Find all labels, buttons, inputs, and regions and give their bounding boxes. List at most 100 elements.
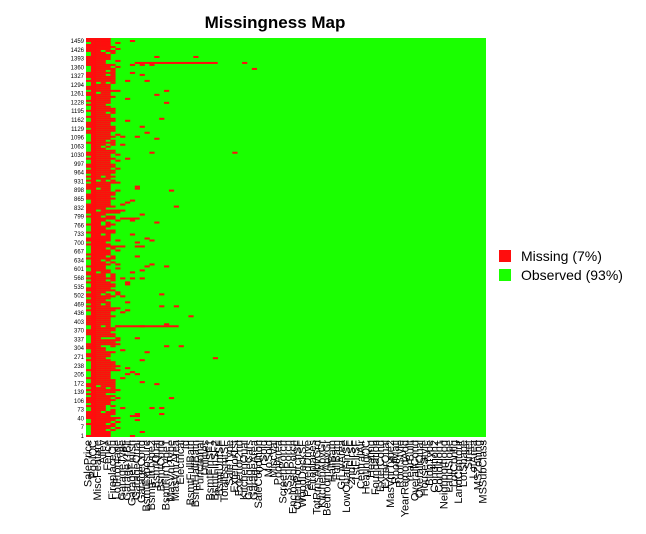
missing-cell-saleprice: [86, 61, 92, 64]
y-tick-label: 172: [74, 381, 85, 387]
x-tick-label: Neighborhood: [439, 440, 451, 509]
missing-cell-lotfrontage: [115, 159, 121, 162]
missing-cell-garagequal: [134, 185, 140, 188]
missing-cell-fence: [105, 259, 111, 262]
missing-cell-fireplacequ: [110, 215, 116, 218]
missing-cell-fireplacequ: [110, 255, 116, 258]
missing-cell-fireplacequ: [110, 109, 116, 112]
y-tick-label: 568: [74, 276, 85, 282]
y-tick-label: 898: [74, 188, 85, 194]
missing-cell-miscfeature: [95, 395, 101, 398]
missing-cell-alley: [100, 93, 106, 96]
missing-cell-fence: [105, 371, 111, 374]
x-tick-label: PavedDrive: [302, 440, 314, 497]
missing-cell-alley: [100, 255, 106, 258]
missing-cell-garagetype: [120, 377, 126, 380]
missing-cell-miscfeature: [95, 171, 101, 174]
missing-cell-alley: [100, 299, 106, 302]
missing-cell-saleprice: [86, 405, 92, 408]
missing-cell-alley: [100, 295, 106, 298]
missing-cell-alley: [100, 73, 106, 76]
missing-cell-bsmtqual: [154, 221, 160, 224]
missing-cell-fence: [105, 365, 111, 368]
missing-cell-garagefinish: [129, 277, 136, 280]
missing-cell-saleprice: [86, 389, 92, 392]
missing-cell-alley: [100, 317, 106, 320]
y-tick-label: 337: [74, 337, 85, 343]
missing-cell-alley: [100, 85, 106, 88]
missing-cell-miscfeature: [95, 341, 101, 344]
missing-cell-alley: [100, 41, 106, 44]
missing-cell-miscfeature: [95, 277, 101, 280]
y-tick-label: 1162: [71, 118, 85, 124]
missing-cell-garagefinish: [129, 415, 136, 418]
missing-cell-alley: [100, 187, 106, 190]
missing-cell-miscfeature: [95, 183, 101, 186]
missing-cell-garagequal: [134, 241, 140, 244]
missing-cell-fireplacequ: [110, 419, 116, 422]
missing-cell-bsmtexposure: [144, 351, 150, 354]
missing-cell-fence: [105, 45, 111, 48]
missing-cell-alley: [100, 129, 106, 132]
missing-cell-miscfeature: [95, 301, 101, 304]
missing-cell-saleprice: [86, 103, 92, 106]
missing-cell-fence: [105, 377, 111, 380]
missing-cell-fence: [105, 295, 111, 298]
missing-cell-fence: [105, 55, 111, 58]
missing-cell-fence: [105, 359, 111, 362]
missing-cell-bsmtexposure: [144, 237, 150, 240]
missing-cell-alley: [100, 39, 106, 42]
missing-cell-alley: [100, 393, 106, 396]
missing-cell-alley: [100, 381, 106, 384]
missing-cell-alley: [100, 193, 106, 196]
missing-cell-alley: [100, 231, 106, 234]
missing-cell-alley: [100, 159, 106, 162]
missing-cell-miscfeature: [95, 299, 101, 302]
missing-cell-fence: [105, 185, 111, 188]
missing-cell-fence: [105, 85, 111, 88]
missing-cell-fireplacequ: [110, 307, 116, 310]
missing-cell-lotfrontage: [115, 369, 121, 372]
missing-cell-fireplacequ: [110, 413, 116, 416]
x-tick-label: Functional: [195, 440, 207, 491]
missing-cell-garagecond: [139, 125, 145, 128]
missing-cell-bsmtfintype2: [149, 151, 155, 154]
missing-cell-miscfeature: [95, 357, 101, 360]
missing-cell-alley: [100, 429, 106, 432]
missing-cell-miscfeature: [95, 241, 101, 244]
missing-cell-alley: [100, 311, 106, 314]
missing-cell-fence: [105, 75, 111, 78]
missing-cell-alley: [100, 379, 106, 382]
missing-cell-alley: [100, 229, 106, 232]
missing-cell-fireplacequ: [110, 77, 116, 80]
x-tick-label: Heating: [365, 440, 377, 478]
y-tick-label: 1030: [71, 153, 85, 159]
missing-cell-miscfeature: [95, 343, 101, 346]
missing-cell-miscfeature: [95, 251, 101, 254]
missing-cell-miscfeature: [95, 149, 101, 152]
missing-cell-fireplacequ: [110, 205, 116, 208]
missing-cell-alley: [100, 133, 106, 136]
missing-cell-miscfeature: [95, 397, 101, 400]
y-tick-label: 700: [74, 241, 85, 247]
x-tick-label: PoolQC: [87, 440, 99, 479]
missing-cell-alley: [100, 125, 106, 128]
missing-cell-miscfeature: [95, 423, 101, 426]
missing-cell-alley: [100, 359, 106, 362]
missing-cell-fence: [105, 223, 111, 226]
missing-cell-fence: [105, 101, 111, 104]
missing-cell-fireplacequ: [110, 45, 116, 48]
missing-cell-miscfeature: [95, 425, 101, 428]
missing-cell-fence: [105, 315, 111, 318]
y-tick-label: 1096: [71, 136, 85, 142]
x-tick-label: TotalBsmtSF: [219, 440, 231, 503]
x-tick-label: LotArea: [468, 439, 480, 478]
missing-cell-fence: [105, 243, 111, 246]
missing-cell-fence: [105, 217, 111, 220]
missing-cell-saleprice: [86, 355, 92, 358]
missing-cell-alley: [100, 301, 106, 304]
missing-cell-lotfrontage: [115, 291, 121, 294]
missing-cell-fence: [105, 41, 111, 44]
missing-cell-miscfeature: [95, 153, 101, 156]
x-tick-label: MiscVal: [268, 440, 280, 478]
